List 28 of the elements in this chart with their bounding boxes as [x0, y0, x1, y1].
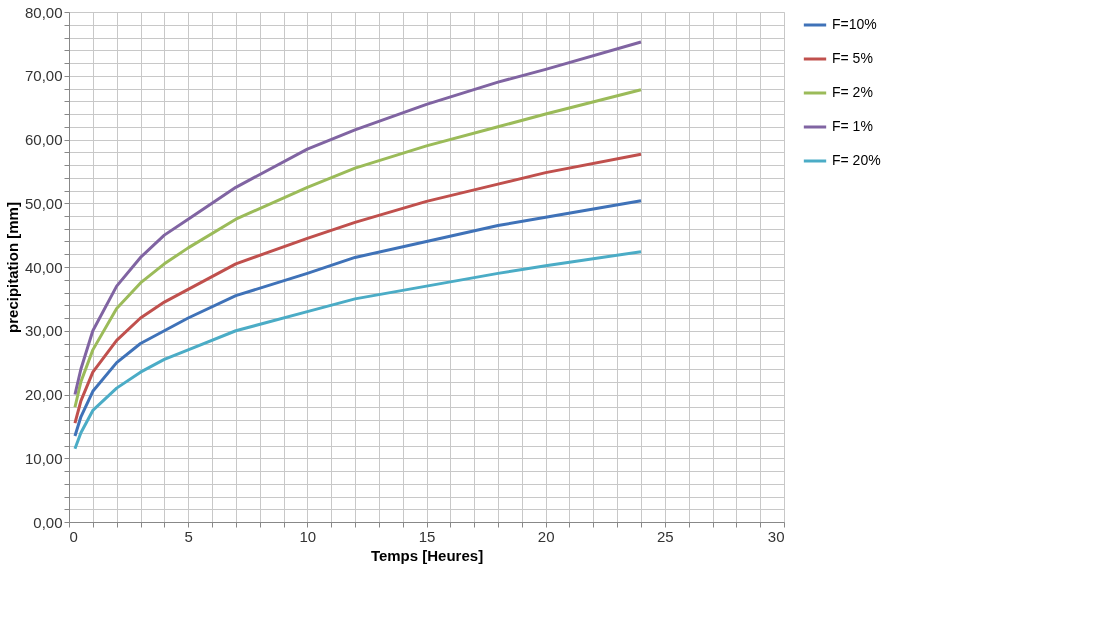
y-tick-label: 0,00 [33, 513, 63, 531]
x-tick-label: 0 [69, 527, 78, 545]
legend-label: F=10% [832, 16, 877, 32]
line-series [73, 88, 643, 409]
line-series [73, 250, 643, 451]
y-tick-label: 60,00 [24, 131, 63, 148]
x-axis-title: Temps [Heures] [370, 546, 484, 564]
x-tick-label: 10 [299, 527, 317, 545]
y-tick-label: 40,00 [24, 258, 63, 276]
y-tick-label: 50,00 [24, 194, 63, 212]
y-tick-label: 80,00 [24, 3, 63, 21]
line-series [73, 199, 643, 438]
legend-label: F= 5% [832, 50, 873, 66]
legend-label: F= 20% [832, 152, 881, 168]
line-series [73, 40, 643, 396]
y-axis-title: precipitation [mm] [3, 202, 21, 333]
legend-label: F= 1% [832, 118, 873, 134]
x-tick-label: 15 [418, 527, 436, 545]
x-tick-label: 30 [767, 527, 785, 545]
x-tick-label: 20 [537, 527, 555, 545]
y-tick-label: 30,00 [24, 322, 63, 340]
y-tick-label: 20,00 [24, 386, 63, 403]
y-tick-label: 10,00 [24, 449, 63, 467]
x-tick-label: 25 [656, 527, 674, 545]
x-tick-label: 5 [184, 527, 193, 545]
y-tick-label: 70,00 [24, 67, 63, 85]
line-series [73, 152, 643, 425]
legend-label: F= 2% [832, 84, 873, 100]
